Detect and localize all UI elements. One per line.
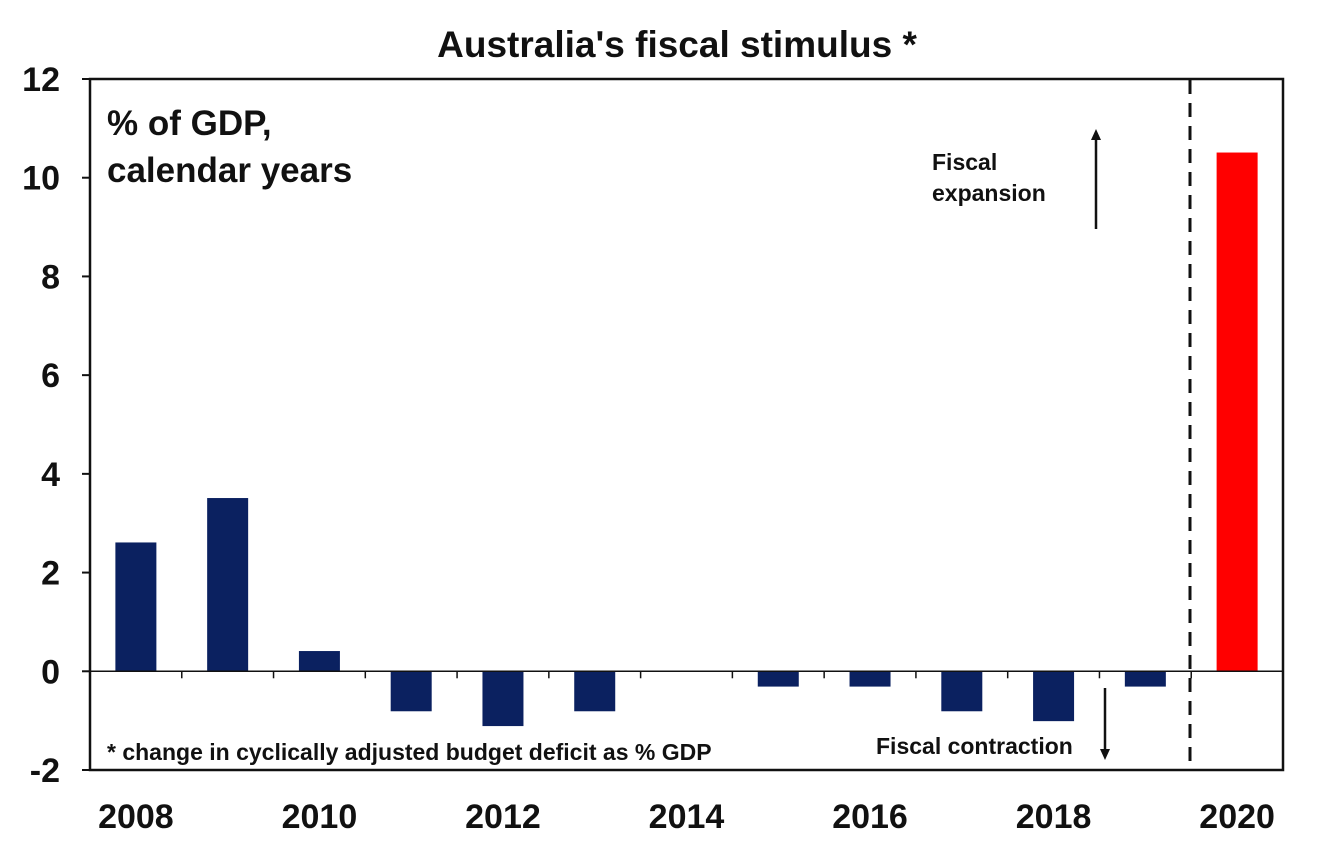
expansion-line-2: expansion xyxy=(932,180,1046,206)
footnote: * change in cyclically adjusted budget d… xyxy=(107,739,712,765)
expansion-line-1: Fiscal xyxy=(932,149,997,175)
plot-area xyxy=(88,77,1285,772)
y-tick-label: 12 xyxy=(22,61,60,99)
chart-title: Australia's fiscal stimulus * xyxy=(437,24,917,65)
down-arrow-icon xyxy=(1100,688,1110,760)
x-tick-label: 2020 xyxy=(1199,798,1275,836)
contraction-annotation: Fiscal contraction xyxy=(876,733,1073,759)
bar-2020 xyxy=(1216,152,1258,672)
up-arrow-icon xyxy=(1091,129,1101,229)
bar-2016 xyxy=(849,670,891,687)
subtitle: % of GDP, calendar years xyxy=(107,104,352,190)
bar-2011 xyxy=(390,670,432,712)
x-tick-label: 2010 xyxy=(282,798,358,836)
expansion-annotation: Fiscal expansion xyxy=(932,149,1046,206)
y-axis: 12 10 8 6 4 2 0 -2 xyxy=(22,61,90,790)
bar-2012 xyxy=(482,670,524,727)
y-tick-label: 4 xyxy=(41,456,60,494)
bar-2013 xyxy=(574,670,616,712)
subtitle-line-2: calendar years xyxy=(107,151,352,190)
bar-2008 xyxy=(115,542,157,672)
bar-2010 xyxy=(298,651,340,672)
x-tick-label: 2018 xyxy=(1016,798,1092,836)
bar-2009 xyxy=(207,498,249,672)
subtitle-line-1: % of GDP, xyxy=(107,104,272,143)
bar-2015 xyxy=(757,670,799,687)
bar-2018 xyxy=(1033,670,1075,722)
y-tick-label: 2 xyxy=(41,555,60,593)
y-tick-label: 6 xyxy=(41,357,60,395)
y-tick-label: -2 xyxy=(30,752,60,790)
x-tick-label: 2008 xyxy=(98,798,174,836)
y-tick-label: 10 xyxy=(22,160,60,198)
y-tick-label: 8 xyxy=(41,258,60,296)
y-tick-label: 0 xyxy=(41,653,60,691)
bar-2019 xyxy=(1124,670,1166,687)
x-tick-label: 2014 xyxy=(649,798,725,836)
bar-2017 xyxy=(941,670,983,712)
x-tick-label: 2012 xyxy=(465,798,541,836)
bars xyxy=(115,152,1258,727)
x-tick-label: 2016 xyxy=(832,798,908,836)
x-axis: 2008 2010 2012 2014 2016 2018 2020 xyxy=(98,671,1275,836)
